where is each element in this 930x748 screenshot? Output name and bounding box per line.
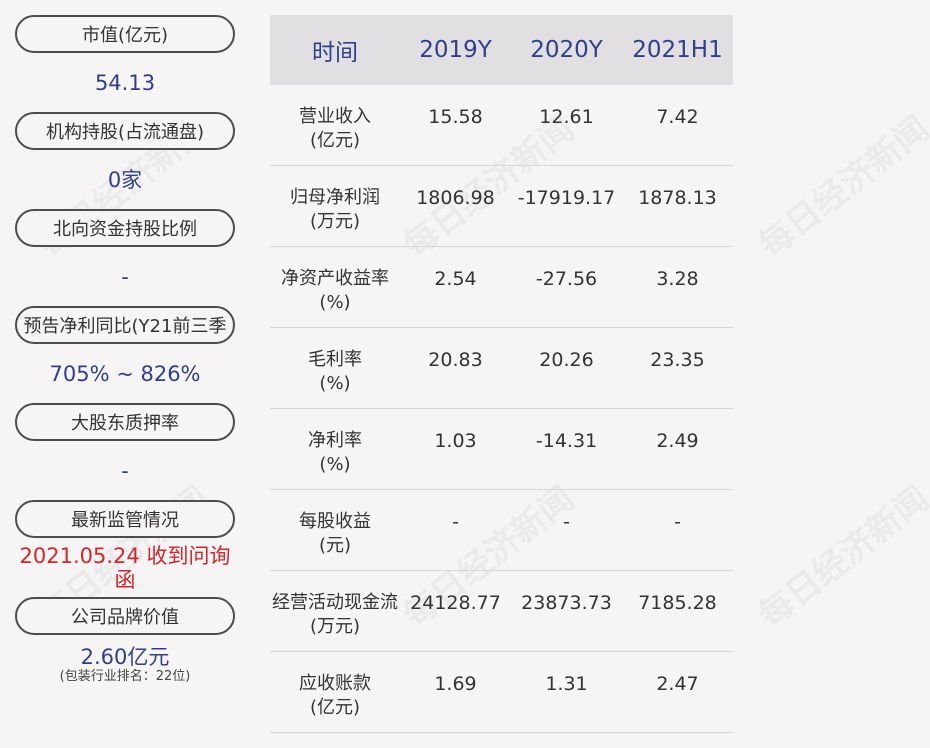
row-label-text: 应收账款 <box>299 673 371 694</box>
row-label: 净利率 (%) <box>270 409 400 489</box>
metric-note-brand-rank: (包装行业排名：22位) <box>59 668 191 684</box>
table-row: 每股收益 (元) - - - <box>270 490 733 571</box>
table-cell: 2.49 <box>656 430 699 452</box>
table-row: 净利率 (%) 1.03 -14.31 2.49 <box>270 409 733 490</box>
row-unit: (元) <box>318 535 352 556</box>
header-cell-period: 时间 <box>312 40 358 66</box>
metric-label-regulatory: 最新监管情况 <box>15 500 235 538</box>
table-cell: 15.58 <box>428 106 483 128</box>
table-cell: 20.83 <box>428 349 483 371</box>
table-cell: -14.31 <box>535 430 598 452</box>
row-unit: (亿元) <box>309 697 361 718</box>
table-cell: - <box>674 511 681 533</box>
table-header: 时间 2019Y 2020Y 2021H1 <box>270 15 733 85</box>
table-cell: -17919.17 <box>517 187 616 209</box>
metric-value-text: - <box>121 264 129 289</box>
row-unit: (%) <box>319 373 351 394</box>
metric-value-profit-forecast: 705% ~ 826% <box>15 344 235 403</box>
row-label: 毛利率 (%) <box>270 328 400 408</box>
table-cell: 12.61 <box>539 106 594 128</box>
table-cell: 7185.28 <box>638 592 717 614</box>
header-cell-2020: 2020Y <box>530 37 603 63</box>
row-label: 经营活动现金流 (万元) <box>270 571 400 651</box>
metrics-panel: 市值(亿元) 54.13 机构持股(占流通盘) 0家 北向资金持股比例 - 预告… <box>15 15 235 694</box>
metric-label-pledge-ratio: 大股东质押率 <box>15 403 235 441</box>
table-cell: 24128.77 <box>410 592 501 614</box>
metric-value-text: 2.60亿元 <box>80 644 170 669</box>
table-row: 应收账款 (亿元) 1.69 1.31 2.47 <box>270 652 733 733</box>
row-unit: (亿元) <box>309 130 361 151</box>
header-cell-2019: 2019Y <box>419 37 492 63</box>
header-cell-2021h1: 2021H1 <box>632 37 723 63</box>
metric-value-text: 0家 <box>107 167 143 192</box>
table-cell: 20.26 <box>539 349 594 371</box>
table-cell: 2.47 <box>656 673 699 695</box>
table-cell: 3.28 <box>656 268 699 290</box>
row-label: 每股收益 (元) <box>270 490 400 570</box>
table-cell: 1806.98 <box>416 187 495 209</box>
row-label-text: 归母净利润 <box>290 187 380 208</box>
metric-value-brand-value: 2.60亿元 (包装行业排名：22位) <box>15 635 235 694</box>
table-cell: 7.42 <box>656 106 699 128</box>
metric-label-northbound-ratio: 北向资金持股比例 <box>15 209 235 247</box>
row-label: 净资产收益率 (%) <box>270 247 400 327</box>
metric-value-text: 705% ~ 826% <box>49 361 201 386</box>
metric-value-pledge-ratio: - <box>15 441 235 500</box>
metric-value-text: 54.13 <box>94 70 156 95</box>
table-row: 净资产收益率 (%) 2.54 -27.56 3.28 <box>270 247 733 328</box>
row-label-text: 净利率 <box>308 430 362 451</box>
table-cell: 1.31 <box>545 673 588 695</box>
metric-label-institutional-holding: 机构持股(占流通盘) <box>15 112 235 150</box>
table-cell: - <box>563 511 570 533</box>
financial-table: 时间 2019Y 2020Y 2021H1 营业收入 (亿元) 15.58 12.… <box>270 15 733 733</box>
table-cell: - <box>452 511 459 533</box>
metric-value-text: 2021.05.24 收到问询函 <box>19 543 231 592</box>
table-cell: 1.03 <box>434 430 477 452</box>
table-row: 经营活动现金流 (万元) 24128.77 23873.73 7185.28 <box>270 571 733 652</box>
metric-value-northbound-ratio: - <box>15 247 235 306</box>
metric-value-institutional-holding: 0家 <box>15 150 235 209</box>
row-label: 营业收入 (亿元) <box>270 85 400 165</box>
row-unit: (%) <box>319 292 351 313</box>
row-label-text: 毛利率 <box>308 349 362 370</box>
row-unit: (万元) <box>309 616 361 637</box>
table-row: 归母净利润 (万元) 1806.98 -17919.17 1878.13 <box>270 166 733 247</box>
watermark: 每日经济新闻 <box>747 102 930 266</box>
table-cell: -27.56 <box>535 268 598 290</box>
table-cell: 1.69 <box>434 673 477 695</box>
table-cell: 1878.13 <box>638 187 717 209</box>
table-row: 营业收入 (亿元) 15.58 12.61 7.42 <box>270 85 733 166</box>
metric-value-regulatory: 2021.05.24 收到问询函 <box>15 538 235 597</box>
watermark: 每日经济新闻 <box>747 472 930 636</box>
row-label: 应收账款 (亿元) <box>270 652 400 732</box>
metric-label-brand-value: 公司品牌价值 <box>15 597 235 635</box>
table-cell: 23873.73 <box>521 592 612 614</box>
row-label: 归母净利润 (万元) <box>270 166 400 246</box>
row-label-text: 每股收益 <box>299 511 371 532</box>
metric-value-market-cap: 54.13 <box>15 53 235 112</box>
metric-value-text: - <box>121 458 129 483</box>
metric-label-market-cap: 市值(亿元) <box>15 15 235 53</box>
metric-label-profit-forecast: 预告净利同比(Y21前三季 <box>15 306 235 344</box>
row-unit: (万元) <box>309 211 361 232</box>
row-label-text: 营业收入 <box>299 106 371 127</box>
row-label-text: 净资产收益率 <box>281 268 389 289</box>
table-row: 毛利率 (%) 20.83 20.26 23.35 <box>270 328 733 409</box>
table-cell: 23.35 <box>650 349 705 371</box>
row-label-text: 经营活动现金流 <box>272 592 398 613</box>
table-cell: 2.54 <box>434 268 477 290</box>
row-unit: (%) <box>319 454 351 475</box>
